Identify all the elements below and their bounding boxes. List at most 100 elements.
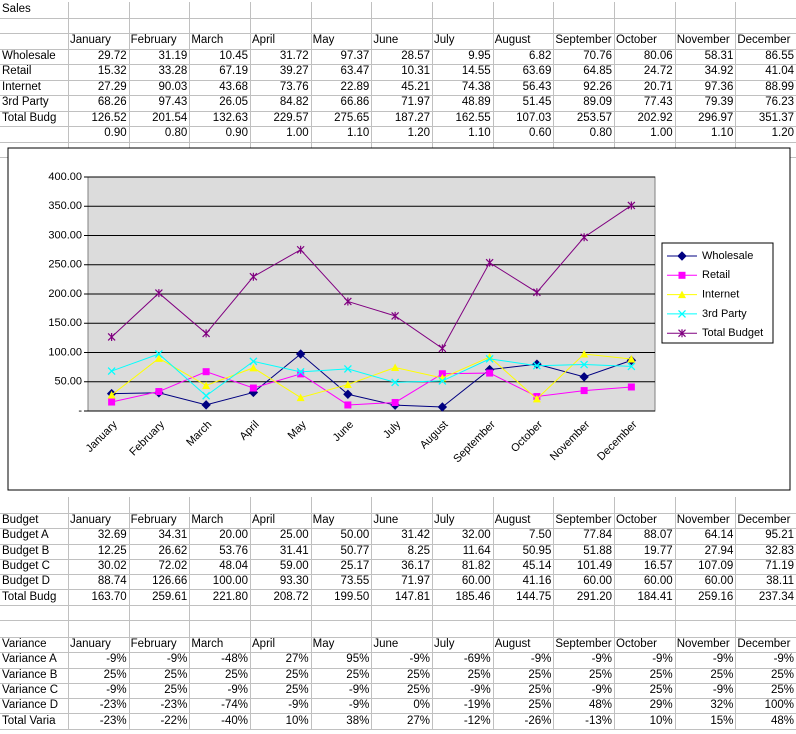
cell <box>68 17 130 34</box>
cell-text: 199.50 <box>310 589 373 606</box>
cell <box>310 2 373 19</box>
cell-text: -23% <box>68 713 130 730</box>
cell-text: March <box>189 637 251 654</box>
point-marker <box>580 233 589 242</box>
cell-text: -19% <box>432 698 494 715</box>
cell <box>250 604 312 622</box>
cell-text: 31.72 <box>250 48 312 65</box>
cell-text: 73.76 <box>250 79 312 96</box>
cell-text: 25% <box>492 698 555 715</box>
cell-text: May <box>310 33 373 50</box>
cell-text: 29.72 <box>68 48 130 65</box>
cell <box>189 2 251 19</box>
cell-text: 41.16 <box>492 574 555 591</box>
point-marker <box>391 378 400 387</box>
cell <box>250 620 312 638</box>
cell-text: December <box>735 637 796 654</box>
cell-text: December <box>735 513 796 530</box>
cell-text: 7.50 <box>492 528 555 545</box>
cell-text: 53.76 <box>189 543 251 560</box>
cell <box>735 18 796 34</box>
cell-text: 229.57 <box>250 110 312 127</box>
cell-text: Budget C <box>0 558 69 576</box>
cell-text: 97.37 <box>310 48 373 65</box>
cell <box>250 2 312 19</box>
point-marker <box>249 272 258 281</box>
point-marker <box>438 370 446 378</box>
cell <box>0 604 69 622</box>
point-marker <box>343 389 353 399</box>
cell-text: 132.63 <box>189 110 251 127</box>
cell-text: August <box>492 637 555 654</box>
cell-text: April <box>250 33 312 50</box>
point-marker <box>296 367 305 376</box>
cell-text: August <box>492 33 555 50</box>
cell <box>128 497 191 514</box>
legend-marker <box>678 309 686 318</box>
cell-text: 60.00 <box>432 574 494 591</box>
cell <box>492 620 555 638</box>
point-marker <box>295 349 306 359</box>
cell-text: May <box>310 513 373 530</box>
cell-text: 1.00 <box>614 126 676 143</box>
point-marker <box>108 398 116 406</box>
cell-text: 25% <box>735 683 796 700</box>
cell-text: 10% <box>250 713 312 730</box>
legend-box <box>661 242 774 344</box>
cell-text: 34.92 <box>674 64 737 81</box>
cell-text: 31.41 <box>250 543 312 560</box>
cell-text: 184.41 <box>614 589 676 606</box>
point-marker <box>580 387 588 395</box>
cell <box>553 497 616 514</box>
cell-text: 48% <box>735 714 796 730</box>
cell-text: 43.68 <box>189 79 251 96</box>
cell <box>674 497 737 514</box>
legend-marker <box>678 329 686 338</box>
cell-text: 25% <box>128 667 191 684</box>
cell <box>371 17 433 34</box>
cell-text: 60.00 <box>553 574 616 591</box>
cell-text: -9% <box>432 682 494 700</box>
series-line <box>111 205 632 350</box>
cell <box>371 2 433 19</box>
y-tick-label: 200.00 <box>48 288 82 300</box>
legend-label: Wholesale <box>702 250 753 262</box>
cell-text: 25% <box>310 667 373 684</box>
cell-text: 90.03 <box>128 79 191 96</box>
point-marker <box>202 368 210 376</box>
cell-text: 0.60 <box>492 126 555 143</box>
cell <box>310 620 373 638</box>
cell <box>735 620 796 638</box>
cell-text: 1.20 <box>735 126 796 143</box>
cell-text: Budget <box>0 513 69 530</box>
cell-text: 25% <box>250 682 312 700</box>
cell <box>371 604 433 622</box>
cell-text: 25% <box>250 667 312 684</box>
cell <box>189 604 251 622</box>
cell-text: 275.65 <box>310 110 373 127</box>
point-marker <box>485 354 494 363</box>
cell-text: 32.00 <box>432 528 494 545</box>
cell <box>68 604 130 622</box>
point-marker <box>107 391 116 399</box>
cell-text: 22.89 <box>310 79 373 96</box>
cell-text: 39.27 <box>250 64 312 81</box>
cell-text: -23% <box>128 698 191 715</box>
cell-text: -9% <box>674 682 737 700</box>
cell-text: November <box>674 637 737 654</box>
cell-text: 28.57 <box>371 48 433 65</box>
cell-text: 74.38 <box>432 79 494 96</box>
cell-text: 126.52 <box>68 110 130 127</box>
legend-marker <box>678 271 686 279</box>
cell-text: 187.27 <box>371 110 433 127</box>
cell-text: 0.80 <box>128 126 191 143</box>
cell-text: 27.94 <box>674 543 737 560</box>
cell-text: -9% <box>674 652 737 669</box>
cell-text: 77.43 <box>614 95 676 112</box>
cell-text: 25% <box>371 667 433 684</box>
cell-text: 59.00 <box>250 558 312 576</box>
point-marker <box>391 363 400 371</box>
cell <box>128 2 191 19</box>
cell <box>0 126 69 143</box>
